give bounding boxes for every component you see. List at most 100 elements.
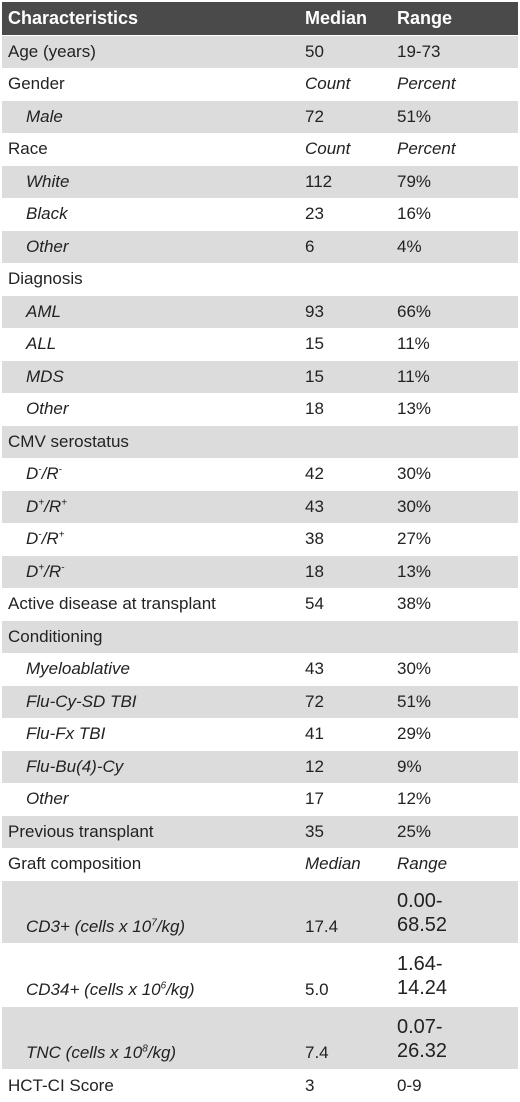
- row-label: Conditioning: [2, 620, 299, 653]
- table-row: Gender Count Percent: [2, 67, 518, 101]
- table-row: Myeloablative 43 30%: [2, 652, 518, 686]
- row-range-text: Percent: [397, 74, 456, 94]
- row-range: 25%: [391, 815, 518, 848]
- row-range: 0-9: [391, 1069, 518, 1102]
- row-median: 43: [299, 490, 391, 523]
- row-label: Diagnosis: [2, 262, 299, 296]
- row-label-text: HCT-CI Score: [8, 1075, 114, 1095]
- row-label-text: AML: [26, 301, 61, 321]
- row-median: 72: [299, 685, 391, 718]
- row-median: 6: [299, 230, 391, 263]
- table-row: Flu-Bu(4)-Cy 12 9%: [2, 750, 518, 783]
- row-label-text: Conditioning: [8, 626, 103, 646]
- row-label: ALL: [2, 327, 299, 361]
- row-label: Flu-Bu(4)-Cy: [2, 750, 299, 783]
- row-label-superscript: -: [58, 464, 62, 476]
- row-range: 66%: [391, 295, 518, 328]
- row-label: D+/R+: [2, 490, 299, 523]
- row-range: 12%: [391, 782, 518, 816]
- row-label-text: ALL: [26, 334, 57, 354]
- row-range: [391, 425, 518, 458]
- row-range-text: 66%: [397, 301, 432, 321]
- table-body: Age (years) 50 19-73 Gender Count Percent Male…: [2, 35, 518, 1102]
- row-median: [299, 262, 391, 296]
- table-row: Other 6 4%: [2, 230, 518, 263]
- row-label: Other: [2, 392, 299, 426]
- row-range-text: 79%: [397, 171, 432, 191]
- row-median: Count: [299, 132, 391, 166]
- row-range-text-line2: 26.32: [397, 1040, 448, 1062]
- row-label-text: Myeloablative: [26, 659, 130, 679]
- row-median: [299, 620, 391, 653]
- header-characteristics: Characteristics: [2, 2, 299, 36]
- row-label: White: [2, 165, 299, 198]
- row-range-text: 51%: [397, 106, 432, 126]
- row-label-superscript: 7: [151, 917, 157, 929]
- row-label-text: White: [26, 171, 70, 191]
- row-range: 79%: [391, 165, 518, 198]
- row-label: Other: [2, 230, 299, 263]
- table-row: CMV serostatus: [2, 425, 518, 458]
- row-label: D-/R-: [2, 457, 299, 491]
- row-median: 17: [299, 782, 391, 816]
- row-label-text: D: [26, 496, 39, 516]
- row-label-text: CD3+ (cells x 10: [26, 917, 152, 936]
- row-median: 112: [299, 165, 391, 198]
- table-row: Flu-Cy-SD TBI 72 51%: [2, 685, 518, 718]
- row-range-text: 51%: [397, 691, 432, 711]
- row-range-text: 12%: [397, 789, 432, 809]
- row-range-text: 0.00-: [397, 890, 443, 912]
- table-row: Graft composition Median Range: [2, 847, 518, 881]
- row-label-text: CMV serostatus: [8, 431, 129, 451]
- row-median: 12: [299, 750, 391, 783]
- table-row: Age (years) 50 19-73: [2, 35, 518, 68]
- row-range-text: 16%: [397, 204, 432, 224]
- row-range: 1.64- 14.24: [391, 943, 518, 1007]
- row-median: 3: [299, 1069, 391, 1102]
- row-range-text: 29%: [397, 724, 432, 744]
- row-median: 35: [299, 815, 391, 848]
- row-range-text: 11%: [397, 366, 430, 386]
- row-label-superscript: -: [61, 562, 65, 574]
- row-range-text: 1.64-: [397, 953, 443, 975]
- row-label-text: D: [26, 561, 39, 581]
- row-label-text: D: [26, 464, 39, 484]
- row-median: 43: [299, 652, 391, 686]
- row-range-text: 27%: [397, 529, 432, 549]
- table-row: D-/R+ 38 27%: [2, 522, 518, 556]
- row-range: Range: [391, 847, 518, 881]
- row-label: D+/R-: [2, 555, 299, 588]
- row-range: [391, 262, 518, 296]
- row-label: Active disease at transplant: [2, 587, 299, 621]
- row-label-text: Graft composition: [8, 854, 142, 874]
- table-row: Active disease at transplant 54 38%: [2, 587, 518, 621]
- row-label-text: Flu-Fx TBI: [26, 724, 106, 744]
- row-label-text: Diagnosis: [8, 269, 83, 289]
- row-label-text: Flu-Bu(4)-Cy: [26, 756, 124, 776]
- row-label-text: /R: [44, 496, 62, 516]
- row-label: CMV serostatus: [2, 425, 299, 458]
- row-label-superscript: -: [38, 464, 42, 476]
- row-range-text: 9%: [397, 756, 422, 776]
- row-range-text-line2: 14.24: [397, 977, 448, 999]
- row-label-text: Flu-Cy-SD TBI: [26, 691, 137, 711]
- row-range: 13%: [391, 555, 518, 588]
- table-row: Flu-Fx TBI 41 29%: [2, 717, 518, 751]
- table-row: AML 93 66%: [2, 295, 518, 328]
- row-label: Graft composition: [2, 847, 299, 881]
- row-range: 27%: [391, 522, 518, 556]
- row-label-text: Age (years): [8, 41, 96, 61]
- header-median: Median: [299, 2, 391, 36]
- table-row: Conditioning: [2, 620, 518, 653]
- table-row: Black 23 16%: [2, 197, 518, 231]
- row-label-text: Other: [26, 399, 69, 419]
- table-row: ALL 15 11%: [2, 327, 518, 361]
- row-label: TNC (cells x 108/kg): [2, 1006, 299, 1070]
- row-label-text: Other: [26, 789, 69, 809]
- row-median: 23: [299, 197, 391, 231]
- row-label: CD34+ (cells x 106/kg): [2, 943, 299, 1007]
- table-row: CD3+ (cells x 107/kg) 17.4 0.00- 68.52: [2, 880, 518, 944]
- row-label-text: Gender: [8, 74, 65, 94]
- row-range-text: 13%: [397, 399, 432, 419]
- row-range: 30%: [391, 652, 518, 686]
